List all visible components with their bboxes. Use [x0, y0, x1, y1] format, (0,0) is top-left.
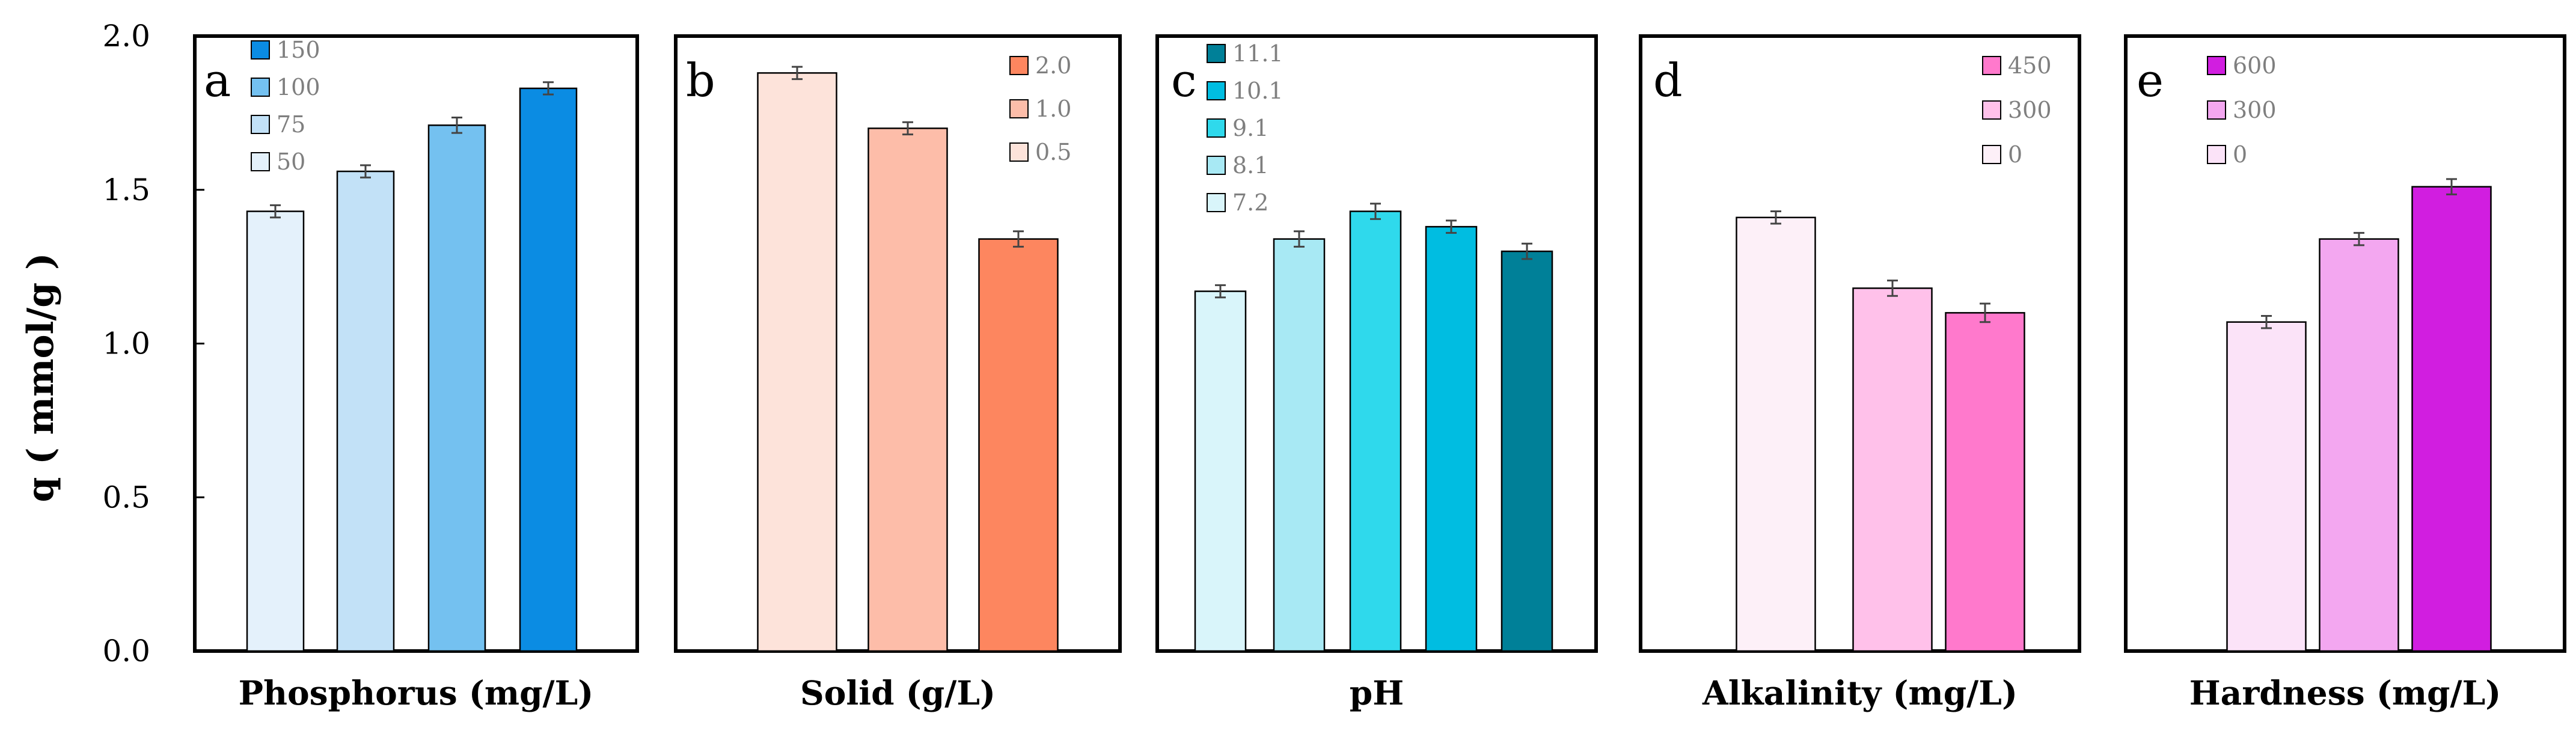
bar	[757, 72, 837, 652]
bar	[1194, 290, 1247, 652]
bar	[1425, 225, 1478, 652]
chart-panel-e: e 600 300 0 Hardness (mg/L)	[2124, 34, 2566, 712]
panel-letter: a	[204, 54, 231, 107]
legend-swatch	[1207, 44, 1226, 63]
legend-label: 600	[2233, 52, 2277, 79]
bar	[867, 127, 948, 652]
legend-label: 9.1	[1232, 115, 1268, 141]
legend-label: 50	[277, 148, 305, 175]
chart-panel-d: d 450 300 0 Alkalinity (mg/L)	[1639, 34, 2081, 712]
legend-swatch	[2207, 100, 2226, 120]
bar	[978, 238, 1059, 652]
bar	[1501, 250, 1553, 652]
legend-swatch	[2207, 145, 2226, 164]
legend-label: 0	[2008, 141, 2022, 168]
chart-panel-c: c 11.1 10.1 9.1 8.1 7.2 pH	[1155, 34, 1598, 712]
legend-label: 150	[277, 37, 320, 63]
bar	[2411, 186, 2492, 652]
bar	[1736, 216, 1816, 652]
legend-swatch	[1009, 56, 1029, 75]
legend-label: 0	[2233, 141, 2247, 168]
legend-swatch	[251, 152, 270, 171]
legend-label: 8.1	[1232, 152, 1268, 179]
legend-swatch	[1982, 56, 2001, 75]
legend-swatch	[1207, 156, 1226, 175]
legend-label: 100	[277, 74, 320, 100]
y-tick-label: 0.5	[102, 480, 150, 515]
chart-panels: a 150 100 75 50 Phosphorus (mg/L) b 2.0 1.0 0.5 So…	[193, 34, 2566, 712]
legend-label: 1.0	[1035, 96, 1071, 122]
legend-label: 2.0	[1035, 52, 1071, 79]
legend-label: 450	[2008, 52, 2052, 79]
x-axis-label: pH	[1350, 673, 1404, 712]
legend-swatch	[1982, 100, 2001, 120]
legend-label: 10.1	[1232, 78, 1283, 104]
legend-label: 11.1	[1232, 40, 1283, 67]
bar	[2319, 238, 2399, 652]
legend-label: 7.2	[1232, 189, 1268, 216]
legend-swatch	[1207, 193, 1226, 212]
bar	[336, 170, 395, 652]
legend-swatch	[2207, 56, 2226, 75]
legend-swatch	[1207, 118, 1226, 138]
legend-swatch	[1009, 99, 1029, 118]
bar	[1273, 238, 1326, 652]
legend-swatch	[1207, 81, 1226, 100]
legend-label: 0.5	[1035, 139, 1071, 165]
bar	[2226, 321, 2307, 652]
x-axis-label: Solid (g/L)	[800, 673, 996, 712]
bar	[1852, 287, 1933, 652]
legend-label: 300	[2233, 97, 2277, 123]
bar	[427, 124, 486, 652]
legend-swatch	[1982, 145, 2001, 164]
y-tick-label: 1.0	[102, 326, 150, 361]
legend-label: 75	[277, 111, 305, 138]
chart-panel-a: a 150 100 75 50 Phosphorus (mg/L)	[193, 34, 639, 712]
panel-letter: b	[686, 54, 715, 107]
legend-swatch	[251, 115, 270, 134]
bar	[246, 210, 305, 652]
bar	[519, 87, 578, 652]
bar	[1945, 312, 2025, 652]
panel-letter: e	[2137, 54, 2164, 107]
legend-label: 300	[2008, 97, 2052, 123]
y-tick-label: 0.0	[102, 634, 150, 668]
y-axis-label: q ( mmol/g )	[20, 252, 62, 502]
panel-letter: c	[1171, 54, 1197, 107]
bar	[1349, 210, 1402, 652]
chart-panel-b: b 2.0 1.0 0.5 Solid (g/L)	[674, 34, 1122, 712]
y-tick-label: 1.5	[102, 173, 150, 207]
legend-swatch	[251, 40, 270, 60]
panel-frame	[193, 34, 639, 653]
x-axis-label: Alkalinity (mg/L)	[1702, 673, 2018, 712]
x-axis-label: Phosphorus (mg/L)	[239, 673, 594, 712]
y-axis-ticks: 0.0 0.5 1.0 1.5 2.0	[102, 19, 204, 668]
legend-swatch	[1009, 142, 1029, 162]
y-tick-label: 2.0	[102, 19, 150, 54]
x-axis-label: Hardness (mg/L)	[2189, 673, 2501, 712]
legend-swatch	[251, 78, 270, 97]
panel-letter: d	[1653, 54, 1683, 107]
